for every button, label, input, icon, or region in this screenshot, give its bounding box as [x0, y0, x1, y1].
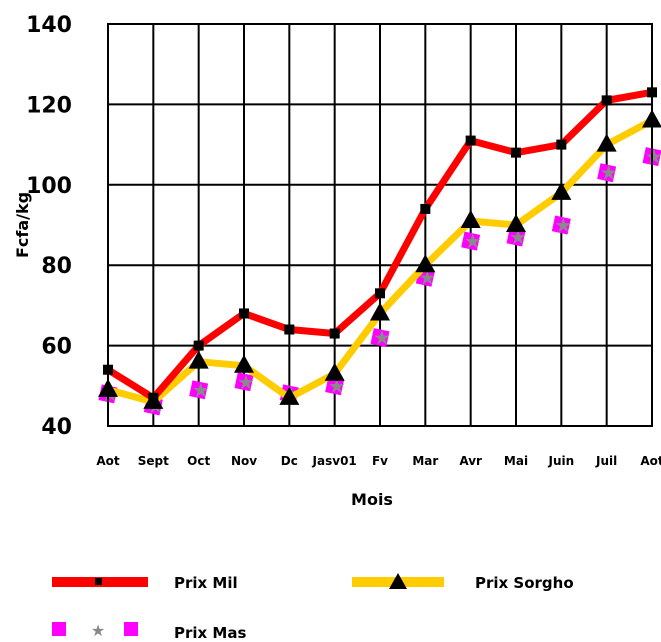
x-tick-label: Nov: [231, 454, 257, 468]
mas-point: [325, 376, 345, 396]
x-tick-label: Aot: [96, 454, 120, 468]
mil-point: [284, 324, 295, 335]
mil-point: [465, 135, 476, 146]
mil-point: [601, 95, 612, 106]
mil-point: [556, 139, 567, 150]
x-tick-label: Mai: [504, 454, 528, 468]
sorgho-point: [460, 209, 481, 228]
x-tick-label: Juil: [595, 454, 617, 468]
mas-point: [551, 215, 571, 235]
y-tick-label: 40: [41, 415, 72, 440]
sorgho-point: [324, 362, 345, 381]
mas-star: ★: [373, 326, 391, 350]
legend-item-mas: ★ Prix Mas: [52, 621, 246, 642]
mas-star: ★: [554, 213, 572, 237]
mas-star: ★: [237, 370, 255, 394]
mil-point: [420, 203, 431, 214]
y-tick-label: 140: [26, 13, 72, 38]
y-tick-label: 80: [41, 254, 72, 279]
legend-item-sorgho: Prix Sorgho: [352, 573, 574, 592]
sorgho-point: [370, 302, 390, 321]
mil-point: [193, 340, 204, 351]
sorgho-point: [279, 386, 300, 405]
y-tick-label: 100: [26, 174, 72, 199]
y-tick-labels: 40 60 80 100 120 140: [26, 13, 72, 440]
legend-item-mil: Prix Mil: [52, 574, 238, 592]
legend-label-mas: Prix Mas: [174, 624, 246, 642]
legend: Prix Mil Prix Sorgho ★ Prix Mas: [52, 573, 574, 642]
svg-text:★: ★: [91, 621, 105, 640]
y-tick-label: 60: [41, 335, 72, 360]
legend-label-sorgho: Prix Sorgho: [475, 574, 574, 592]
mas-point: [189, 380, 209, 400]
x-tick-labels: Aot Sept Oct Nov Dc Jasv01 Fv Mar Avr Mai Juin Juil…: [96, 454, 661, 468]
y-tick-label: 120: [26, 93, 72, 118]
mas-star: ★: [192, 378, 210, 402]
sorgho-point: [596, 133, 617, 152]
plot-area-border: [107, 23, 653, 427]
y-axis-label: Fcfa/kg: [13, 192, 32, 258]
sorgho-point: [551, 181, 572, 200]
x-tick-label: Juin: [547, 454, 574, 468]
mas-star: ★: [600, 161, 618, 185]
mas-point: [234, 372, 254, 392]
x-tick-label: Sept: [138, 454, 169, 468]
sorgho-point: [234, 354, 254, 373]
x-tick-label: Jasv01: [312, 454, 357, 468]
x-tick-label: Mar: [412, 454, 438, 468]
x-axis-label: Mois: [351, 490, 393, 509]
mil-point: [239, 308, 249, 319]
sorgho-point: [415, 254, 436, 273]
x-tick-label: Fv: [372, 454, 388, 468]
x-tick-label: Dc: [281, 454, 298, 468]
sorgho-point: [188, 350, 209, 369]
mas-point: [370, 328, 390, 348]
mas-point: [461, 231, 481, 251]
mil-point: [329, 328, 340, 339]
mas-point: [597, 163, 617, 183]
series-group: ★★★★★★★★★★★★★: [98, 87, 661, 418]
x-tick-label: Avr: [459, 454, 482, 468]
x-tick-label: Oct: [187, 454, 210, 468]
sorgho-point: [143, 390, 164, 409]
sorgho-point: [506, 214, 526, 232]
mas-point: [506, 227, 526, 247]
mil-point: [511, 147, 521, 158]
x-tick-label: Aot: [640, 454, 661, 468]
mas-star: ★: [464, 229, 482, 253]
legend-label-mil: Prix Mil: [174, 574, 238, 592]
mas-star: ★: [645, 145, 661, 169]
mil-point: [375, 288, 385, 299]
